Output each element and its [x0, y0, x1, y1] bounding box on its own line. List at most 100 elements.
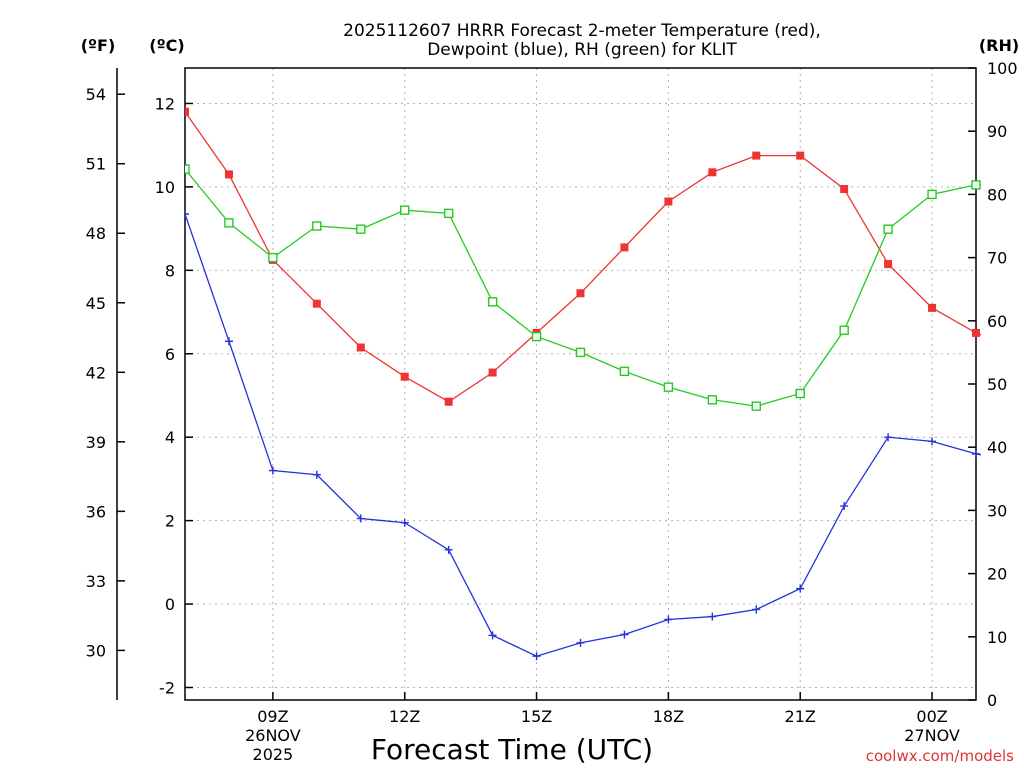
rh-tick-label: 20 [987, 565, 1007, 584]
axis-ticks: -2 0 2 4 6 8 10 12 30 33 36 39 42 45 48 51 54 0 10 20 30 40 50… [86, 59, 1018, 764]
date-tick-label: 27NOV [904, 726, 960, 745]
rh-tick-label: 70 [987, 249, 1007, 268]
series-2 [185, 164, 1024, 411]
plot-frame [184, 67, 977, 701]
chart-axes [116, 67, 977, 701]
temperature-point [708, 168, 717, 177]
rh-tick-label: 90 [987, 122, 1007, 141]
fahrenheit-tick-label: 48 [86, 224, 106, 243]
rh-point [971, 180, 981, 190]
rh-point [751, 401, 761, 411]
dewpoint-point [356, 514, 365, 523]
data-series [185, 107, 1024, 661]
date-tick-label: 26NOV [245, 726, 301, 745]
series-0 [185, 107, 1024, 406]
rh-point [487, 297, 498, 307]
dewpoint-point [224, 337, 233, 346]
dewpoint-point [444, 545, 453, 554]
rh-point [927, 189, 937, 200]
credit-text: coolwx.com/models [866, 747, 1014, 765]
rh-tick-label: 10 [987, 628, 1007, 647]
rh-axis-unit: (RH) [979, 36, 1019, 55]
time-tick-label: 09Z [257, 707, 288, 726]
time-tick-label: 15Z [521, 707, 552, 726]
temperature-point [620, 243, 629, 252]
rh-point [356, 224, 366, 234]
x-axis-title: Forecast Time (UTC) [371, 733, 653, 766]
rh-tick-label: 60 [987, 312, 1007, 331]
time-tick-label: 00Z [916, 707, 947, 726]
dewpoint-point [752, 605, 761, 614]
dewpoint-point [268, 466, 277, 475]
chart-gridlines [185, 68, 976, 700]
celsius-tick-label: 8 [165, 261, 175, 280]
rh-point [443, 208, 454, 219]
dewpoint-point [664, 615, 673, 624]
temperature-point [224, 170, 233, 179]
chart-title-line2: Dewpoint (blue), RH (green) for KLIT [427, 40, 737, 60]
rh-point [663, 382, 674, 392]
celsius-tick-label: 4 [165, 428, 175, 447]
dewpoint-point [400, 518, 409, 527]
rh-point [839, 325, 849, 335]
fahrenheit-axis-unit: (ºF) [81, 36, 116, 55]
temperature-point [928, 303, 937, 312]
dewpoint-point [840, 502, 849, 511]
rh-tick-label: 40 [987, 438, 1007, 457]
rh-tick-label: 0 [987, 691, 997, 710]
rh-point [1016, 178, 1024, 186]
temperature-point [796, 151, 805, 160]
temperature-point [664, 197, 673, 206]
series-line [185, 168, 981, 407]
rh-point [883, 224, 893, 234]
fahrenheit-tick-label: 51 [86, 155, 106, 174]
rh-tick-label: 100 [987, 59, 1018, 78]
temperature-point [1016, 346, 1024, 354]
fahrenheit-tick-label: 33 [86, 572, 106, 591]
temperature-point [488, 368, 497, 377]
rh-point [795, 388, 805, 399]
series-line [185, 111, 981, 403]
rh-point [531, 331, 542, 342]
celsius-tick-label: 2 [165, 512, 175, 531]
rh-point [400, 205, 410, 215]
celsius-tick-label: 0 [165, 595, 175, 614]
year-tick-label: 2025 [253, 745, 294, 764]
celsius-tick-label: 10 [155, 178, 175, 197]
celsius-tick-label: -2 [159, 678, 175, 697]
rh-tick-label: 80 [987, 185, 1007, 204]
dewpoint-point [620, 630, 629, 639]
rh-point [268, 252, 278, 263]
temperature-point [400, 372, 409, 381]
dewpoint-point [312, 470, 321, 479]
temperature-point [356, 343, 365, 352]
dewpoint-point [488, 631, 497, 640]
dewpoint-point [796, 584, 805, 593]
chart-title-line1: 2025112607 HRRR Forecast 2-meter Tempera… [343, 21, 821, 41]
fahrenheit-tick-label: 30 [86, 641, 106, 660]
celsius-tick-label: 6 [165, 345, 175, 364]
time-tick-label: 21Z [785, 707, 816, 726]
series-line [185, 213, 981, 657]
dewpoint-point [708, 612, 717, 621]
fahrenheit-tick-label: 45 [86, 294, 106, 313]
temperature-point [752, 151, 761, 160]
celsius-axis-unit: (ºC) [149, 36, 184, 55]
rh-tick-label: 30 [987, 501, 1007, 520]
fahrenheit-tick-label: 42 [86, 363, 106, 382]
rh-point [224, 218, 234, 228]
celsius-tick-label: 12 [155, 94, 175, 113]
rh-point [575, 347, 586, 358]
dewpoint-point [972, 449, 980, 458]
dewpoint-point [1016, 458, 1024, 466]
fahrenheit-tick-label: 39 [86, 433, 106, 452]
rh-point [185, 164, 190, 174]
dewpoint-point [884, 433, 893, 442]
temperature-point [840, 184, 849, 193]
dewpoint-point [532, 652, 541, 661]
temperature-point [185, 107, 189, 116]
dewpoint-point [576, 638, 585, 647]
rh-point [312, 221, 322, 231]
temperature-point [972, 328, 980, 337]
